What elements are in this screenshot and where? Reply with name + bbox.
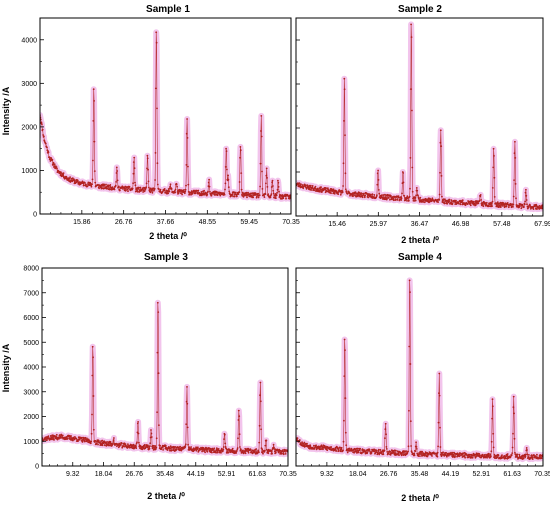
plot-frame-2 xyxy=(295,17,544,217)
panel-sample-2: Sample 2 2 theta /⁰ 15.46 25.97 36.47 46.98… xyxy=(295,4,550,245)
y-tick-label-1: 0 xyxy=(33,212,37,219)
x-tick-label-3: 26.76 xyxy=(125,471,143,478)
plot-area-sample-2: 15.46 25.97 36.47 46.98 57.48 67.99 xyxy=(295,17,550,228)
x-tick-label-4: 52.91 xyxy=(472,471,490,478)
x-tick-label-4: 70.35 xyxy=(534,471,550,478)
x-tick-label-3: 61.63 xyxy=(248,471,266,478)
x-tick-label-2: 46.98 xyxy=(452,221,470,228)
x-tick-label-1: 59.45 xyxy=(240,219,258,226)
fit-band-4 xyxy=(296,277,543,463)
y-axis-label-sample-1: Intensity /A xyxy=(1,86,11,135)
y-tick-label-1: 3000 xyxy=(21,81,37,88)
y-tick-label-3: 2000 xyxy=(23,414,39,421)
observed-line-4 xyxy=(296,280,543,460)
observed-line-2 xyxy=(296,24,543,211)
x-axis-label-sample-2: 2 theta /⁰ xyxy=(401,235,439,245)
observed-points-2 xyxy=(296,23,543,211)
y-tick-label-3: 5000 xyxy=(23,340,39,347)
x-tick-label-3: 52.91 xyxy=(218,471,236,478)
y-tick-label-3: 3000 xyxy=(23,389,39,396)
y-tick-label-3: 0 xyxy=(35,464,39,471)
panel-sample-4: Sample 4 2 theta /⁰ 9.32 18.04 26.76 35.48 4… xyxy=(295,252,550,503)
plot-area-sample-3: 9.32 18.04 26.76 35.48 44.19 52.91 61.63 70.35 0… xyxy=(23,266,296,479)
fit-band-2 xyxy=(296,21,543,213)
x-tick-label-4: 44.19 xyxy=(442,471,460,478)
observed-points-4 xyxy=(296,279,543,461)
x-axis-label-sample-4: 2 theta /⁰ xyxy=(401,493,439,503)
plot-area-sample-1: 15.86 26.76 37.66 48.55 59.45 70.35 0 1000 2000 3… xyxy=(21,17,300,226)
pattern-4 xyxy=(296,277,543,463)
y-tick-label-3: 4000 xyxy=(23,365,39,372)
observed-line-3 xyxy=(42,302,288,456)
panel-title-sample-2: Sample 2 xyxy=(398,4,442,15)
x-tick-label-1: 37.66 xyxy=(157,219,175,226)
x-tick-label-4: 9.32 xyxy=(320,471,334,478)
plot-area-sample-4: 9.32 18.04 26.76 35.48 44.19 52.91 61.63 70.35 xyxy=(295,267,550,478)
panel-sample-3: Sample 3 Intensity /A 2 theta /⁰ 9.32 18.… xyxy=(1,252,297,501)
y-tick-label-1: 1000 xyxy=(21,168,37,175)
x-axis-label-sample-3: 2 theta /⁰ xyxy=(147,491,185,501)
panel-sample-1: Sample 1 Intensity /A 2 theta /⁰ 15.86 26… xyxy=(1,4,300,241)
x-tick-label-1: 15.86 xyxy=(73,219,91,226)
observed-line-1 xyxy=(40,32,291,200)
observed-points-1 xyxy=(40,31,291,200)
x-tick-label-2: 67.99 xyxy=(534,221,550,228)
x-axis-label-sample-1: 2 theta /⁰ xyxy=(149,231,187,241)
x-tick-label-3: 44.19 xyxy=(187,471,205,478)
plot-frame-4 xyxy=(295,267,544,467)
x-tick-label-4: 35.48 xyxy=(411,471,429,478)
x-tick-label-2: 25.97 xyxy=(370,221,388,228)
x-tick-label-3: 18.04 xyxy=(95,471,113,478)
x-tick-label-2: 36.47 xyxy=(411,221,429,228)
pattern-3 xyxy=(42,299,288,458)
x-tick-label-3: 70.35 xyxy=(279,471,297,478)
x-tick-label-4: 26.76 xyxy=(380,471,398,478)
x-tick-label-1: 26.76 xyxy=(115,219,133,226)
panel-title-sample-3: Sample 3 xyxy=(144,252,188,263)
x-tick-label-1: 48.55 xyxy=(199,219,217,226)
x-tick-label-1: 70.35 xyxy=(282,219,300,226)
pattern-2 xyxy=(296,21,543,213)
x-tick-label-2: 57.48 xyxy=(493,221,511,228)
x-tick-label-4: 61.63 xyxy=(503,471,521,478)
y-tick-label-3: 7000 xyxy=(23,290,39,297)
fit-band-3 xyxy=(42,299,288,458)
y-tick-label-3: 6000 xyxy=(23,315,39,322)
y-tick-label-1: 2000 xyxy=(21,124,37,131)
y-tick-label-3: 1000 xyxy=(23,439,39,446)
x-tick-label-3: 9.32 xyxy=(66,471,80,478)
fit-band-1 xyxy=(40,29,291,202)
panel-title-sample-1: Sample 1 xyxy=(146,4,190,15)
panel-title-sample-4: Sample 4 xyxy=(398,252,442,263)
x-tick-label-4: 18.04 xyxy=(349,471,367,478)
x-tick-label-2: 15.46 xyxy=(328,221,346,228)
pattern-1 xyxy=(40,29,291,202)
y-axis-label-sample-3: Intensity /A xyxy=(1,343,11,392)
y-tick-label-3: 8000 xyxy=(23,266,39,273)
observed-points-3 xyxy=(42,301,288,456)
y-tick-label-1: 4000 xyxy=(21,37,37,44)
x-tick-label-3: 35.48 xyxy=(156,471,174,478)
